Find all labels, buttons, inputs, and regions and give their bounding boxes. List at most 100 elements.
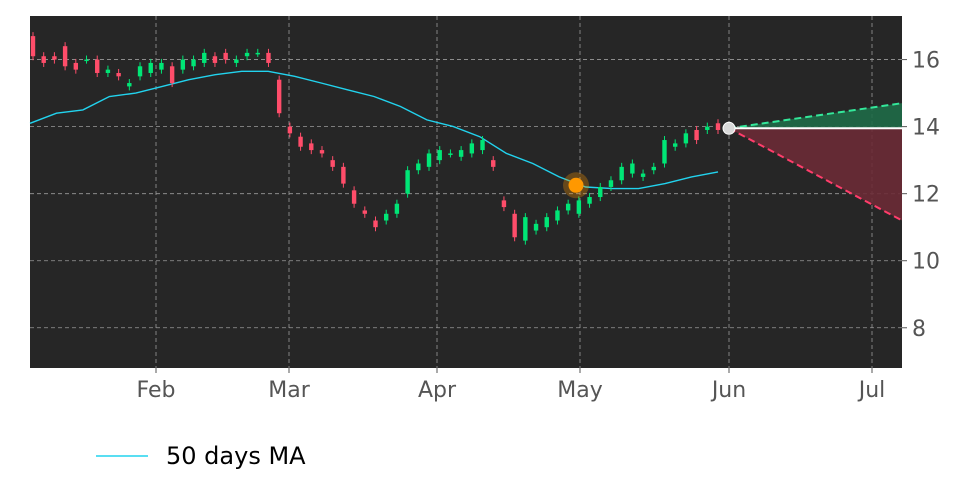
candle	[116, 68, 121, 81]
candle-body	[683, 133, 689, 144]
candle-body	[202, 52, 207, 63]
candle	[672, 139, 678, 151]
candle	[705, 122, 710, 135]
candle-body	[276, 79, 282, 114]
candle-body	[73, 62, 79, 70]
x-tick-label: Jul	[857, 378, 886, 403]
candle	[95, 55, 100, 78]
candle-body	[662, 140, 667, 164]
candle	[298, 132, 303, 151]
candle	[202, 48, 207, 67]
forecast-bull-band	[729, 103, 902, 129]
candle-body	[159, 62, 164, 70]
forecast-layer	[722, 102, 903, 222]
candle-body	[619, 166, 624, 181]
candle	[608, 176, 614, 191]
candle-body	[533, 223, 539, 231]
candle-body	[416, 163, 421, 171]
candle-body	[715, 123, 721, 130]
candle-body	[223, 52, 228, 60]
x-tick-label: Mar	[268, 378, 310, 403]
candle-body	[555, 210, 560, 221]
candle	[84, 55, 89, 64]
candle-body	[298, 136, 303, 147]
candle	[191, 55, 196, 71]
candle-body	[234, 59, 239, 63]
candle-body	[458, 150, 464, 157]
y-tick-label: 16	[912, 49, 940, 74]
candle-body	[41, 56, 46, 63]
candle-body	[244, 52, 250, 57]
x-tick-label: Jun	[710, 378, 746, 403]
candle-body	[394, 203, 400, 214]
candle	[148, 58, 153, 78]
y-tick-label: 10	[912, 250, 940, 275]
candle	[319, 146, 325, 158]
candle	[694, 125, 699, 145]
candle-body	[565, 203, 571, 211]
candle-body	[351, 190, 357, 204]
candle	[341, 162, 346, 188]
candle-body	[180, 59, 186, 70]
candle	[105, 65, 111, 78]
candle-body	[512, 213, 517, 238]
candle-body	[608, 180, 614, 187]
candle	[276, 75, 282, 118]
candle-body	[116, 72, 121, 77]
candle	[598, 182, 603, 202]
candle	[448, 149, 453, 158]
candle	[480, 136, 485, 155]
candle-body	[480, 140, 485, 151]
candle-body	[148, 62, 153, 73]
y-tick-label: 14	[912, 116, 940, 141]
candle	[630, 159, 635, 178]
candle	[159, 58, 164, 74]
x-tick-label: Feb	[137, 378, 176, 403]
candle-body	[52, 56, 57, 60]
candle	[619, 162, 624, 185]
candle-body	[362, 210, 367, 214]
candle-body	[694, 129, 699, 141]
candle	[651, 162, 656, 175]
candle	[437, 146, 442, 165]
candle-body	[501, 200, 507, 208]
candle	[501, 196, 507, 212]
candle-body	[672, 143, 678, 147]
candle-body	[426, 153, 432, 167]
candle-body	[191, 59, 196, 67]
y-tick-label: 8	[912, 317, 926, 342]
candle	[266, 48, 271, 67]
candle	[351, 186, 357, 208]
candle	[52, 52, 57, 64]
candle	[180, 55, 186, 74]
candle-body	[437, 150, 442, 161]
candle-body	[523, 217, 528, 241]
candle	[62, 42, 68, 71]
candle-body	[84, 59, 89, 62]
legend-label-ma: 50 days MA	[166, 442, 306, 470]
candle-body	[287, 126, 293, 134]
candle-body	[95, 59, 100, 73]
candle	[244, 48, 250, 61]
legend: 50 days MA	[96, 442, 306, 470]
candle	[555, 206, 560, 225]
candle	[405, 166, 410, 198]
x-tick-label: May	[557, 378, 602, 403]
candle	[212, 52, 218, 67]
moving-average-layer	[29, 70, 719, 190]
candle	[715, 119, 721, 135]
candle	[169, 62, 175, 88]
candle-body	[309, 143, 314, 151]
candle	[458, 146, 464, 161]
candle	[41, 52, 46, 67]
candle	[469, 139, 475, 158]
candle-body	[373, 220, 378, 228]
candle	[683, 129, 689, 148]
candle	[73, 58, 79, 74]
candle-body	[137, 66, 143, 77]
candle	[255, 48, 260, 57]
candle	[416, 159, 421, 175]
candle-body	[651, 166, 656, 171]
candle-body	[587, 197, 592, 204]
